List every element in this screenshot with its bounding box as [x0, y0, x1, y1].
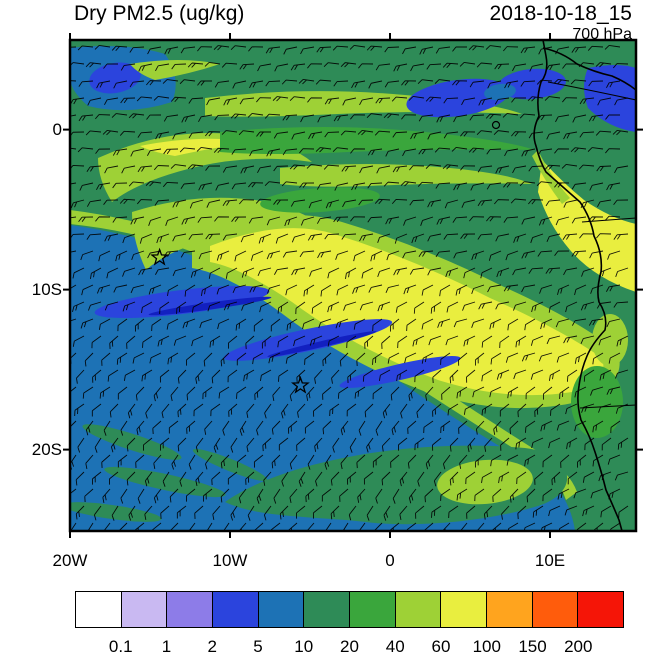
- colorbar-tick-label: 100: [472, 637, 501, 656]
- colorbar-cell: [578, 592, 624, 627]
- coastline: [491, 40, 636, 531]
- colorbar-tick-label: 5: [253, 637, 263, 656]
- colorbar-cell: [167, 592, 214, 627]
- colorbar-cell: [121, 592, 168, 627]
- colorbar-cell: [487, 592, 533, 627]
- colorbar-cell: [76, 592, 122, 627]
- colorbar-tick-label: 200: [564, 637, 593, 656]
- plot-title: Dry PM2.5 (ug/kg): [74, 2, 245, 25]
- colorbar-cell: [441, 592, 488, 627]
- y-tick-label: 20S: [31, 439, 62, 459]
- y-tick-label: 0: [52, 119, 62, 139]
- island-outline: [491, 120, 501, 130]
- colorbar-tick-label: 20: [340, 637, 359, 656]
- colorbar-cell: [350, 592, 396, 627]
- colorbar-tick-label: 2: [207, 637, 217, 656]
- x-tick-label: 10W: [212, 551, 248, 570]
- star-marker: [290, 375, 310, 394]
- colorbar-cell: [213, 592, 259, 627]
- plot-datetime: 2018-10-18_15: [489, 2, 632, 25]
- x-tick-label: 0: [385, 551, 395, 570]
- colorbar-tick-label: 150: [518, 637, 547, 656]
- country-border: [579, 404, 636, 409]
- colorbar-tick-label: 0.1: [108, 637, 133, 656]
- wind-barbs: [70, 45, 629, 531]
- colorbar: [75, 591, 624, 628]
- country-border: [581, 217, 636, 223]
- africa-coastline: [533, 40, 623, 531]
- axis-ticks: [63, 33, 643, 538]
- colorbar-cell: [258, 592, 305, 627]
- colorbar-tick-label: 1: [161, 637, 172, 656]
- colorbar-tick-label: 60: [431, 637, 451, 656]
- colorbar-cell: [532, 592, 579, 627]
- pm25-field: [70, 40, 636, 531]
- map-frame: [68, 38, 638, 533]
- colorbar-cell: [395, 592, 442, 627]
- x-tick-label: 10E: [534, 551, 566, 570]
- colorbar-cell: [304, 592, 351, 627]
- colorbar-tick-label: 40: [385, 637, 405, 656]
- y-tick-label: 10S: [31, 279, 62, 299]
- colorbar-tick-label: 10: [294, 637, 314, 656]
- star-marker: [150, 247, 170, 266]
- gulf-coastline: [542, 47, 636, 91]
- country-border: [547, 81, 636, 101]
- x-tick-label: 20W: [52, 551, 88, 570]
- map-canvas: [63, 33, 643, 538]
